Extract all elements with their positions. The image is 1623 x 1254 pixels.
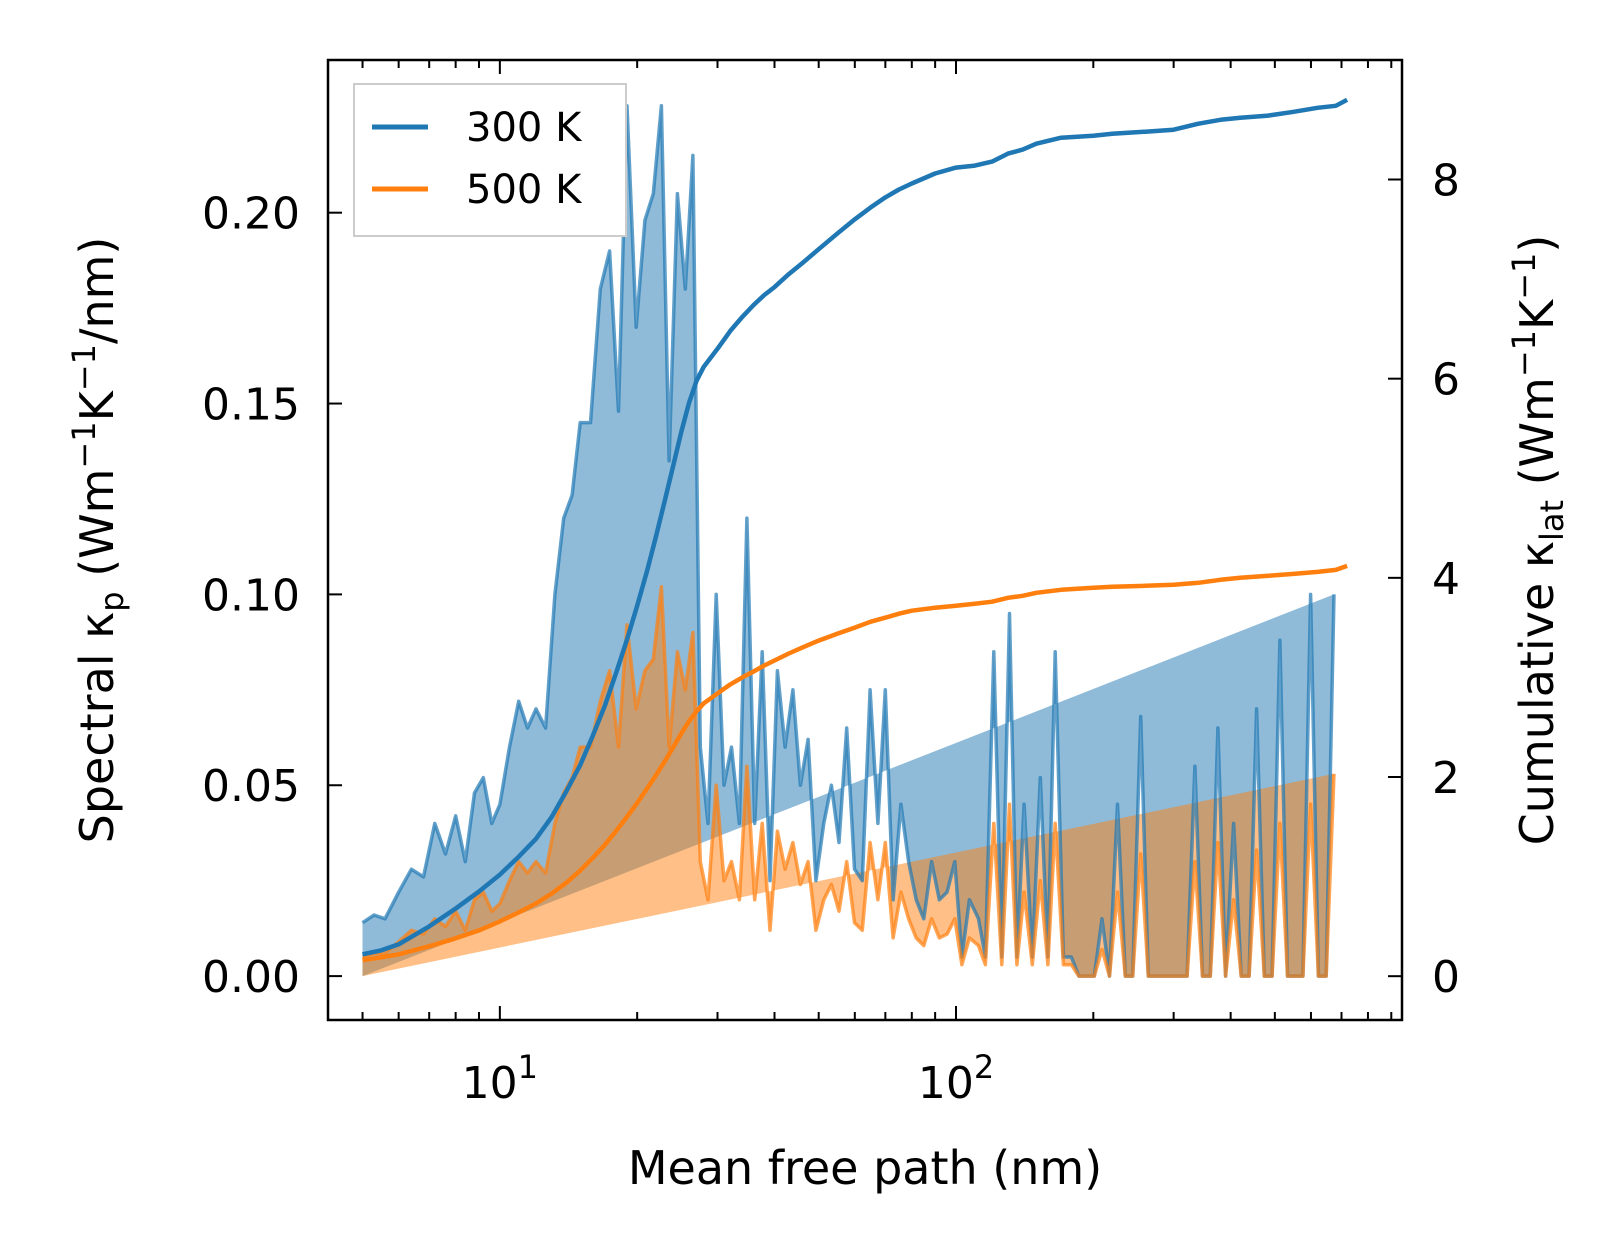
left-tick-label: 0.00 (202, 952, 300, 1003)
x-axis-title: Mean free path (nm) (628, 1141, 1102, 1195)
right-tick-label: 8 (1432, 156, 1460, 207)
x-tick-label: 102 (918, 1048, 994, 1109)
left-axis-ticks: 0.00 0.05 0.10 0.15 0.20 (202, 189, 342, 1003)
right-axis-ticks: 0 2 4 6 8 (1388, 156, 1460, 1003)
x-axis-ticks: 101 102 (361, 60, 1393, 1109)
right-tick-label: 2 (1432, 753, 1460, 804)
x-tick-label: 101 (462, 1048, 538, 1109)
legend-box (353, 83, 627, 237)
spectral-fill-layer (362, 105, 1334, 977)
left-tick-label: 0.20 (202, 189, 300, 240)
cumulative-line-layer (362, 97, 1349, 963)
plot-frame (326, 58, 1404, 1022)
left-tick-label: 0.10 (202, 570, 300, 621)
right-tick-label: 4 (1432, 554, 1460, 605)
legend-label-300k: 300 K (466, 105, 583, 151)
right-tick-label: 0 (1432, 952, 1460, 1003)
left-tick-label: 0.05 (202, 761, 300, 812)
right-tick-label: 6 (1432, 355, 1460, 406)
legend-label-500k: 500 K (466, 167, 583, 213)
spectral-fill-1 (362, 586, 1334, 977)
right-axis-title: Cumulative κlat (Wm−1K−1) (1505, 235, 1571, 846)
left-tick-label: 0.15 (202, 380, 300, 431)
cumulative-line-1 (362, 563, 1348, 963)
cumulative-line-0 (362, 97, 1349, 957)
legend: 300 K 500 K (353, 83, 627, 237)
left-axis-title: Spectral κp (Wm−1K−1/nm) (65, 237, 131, 844)
